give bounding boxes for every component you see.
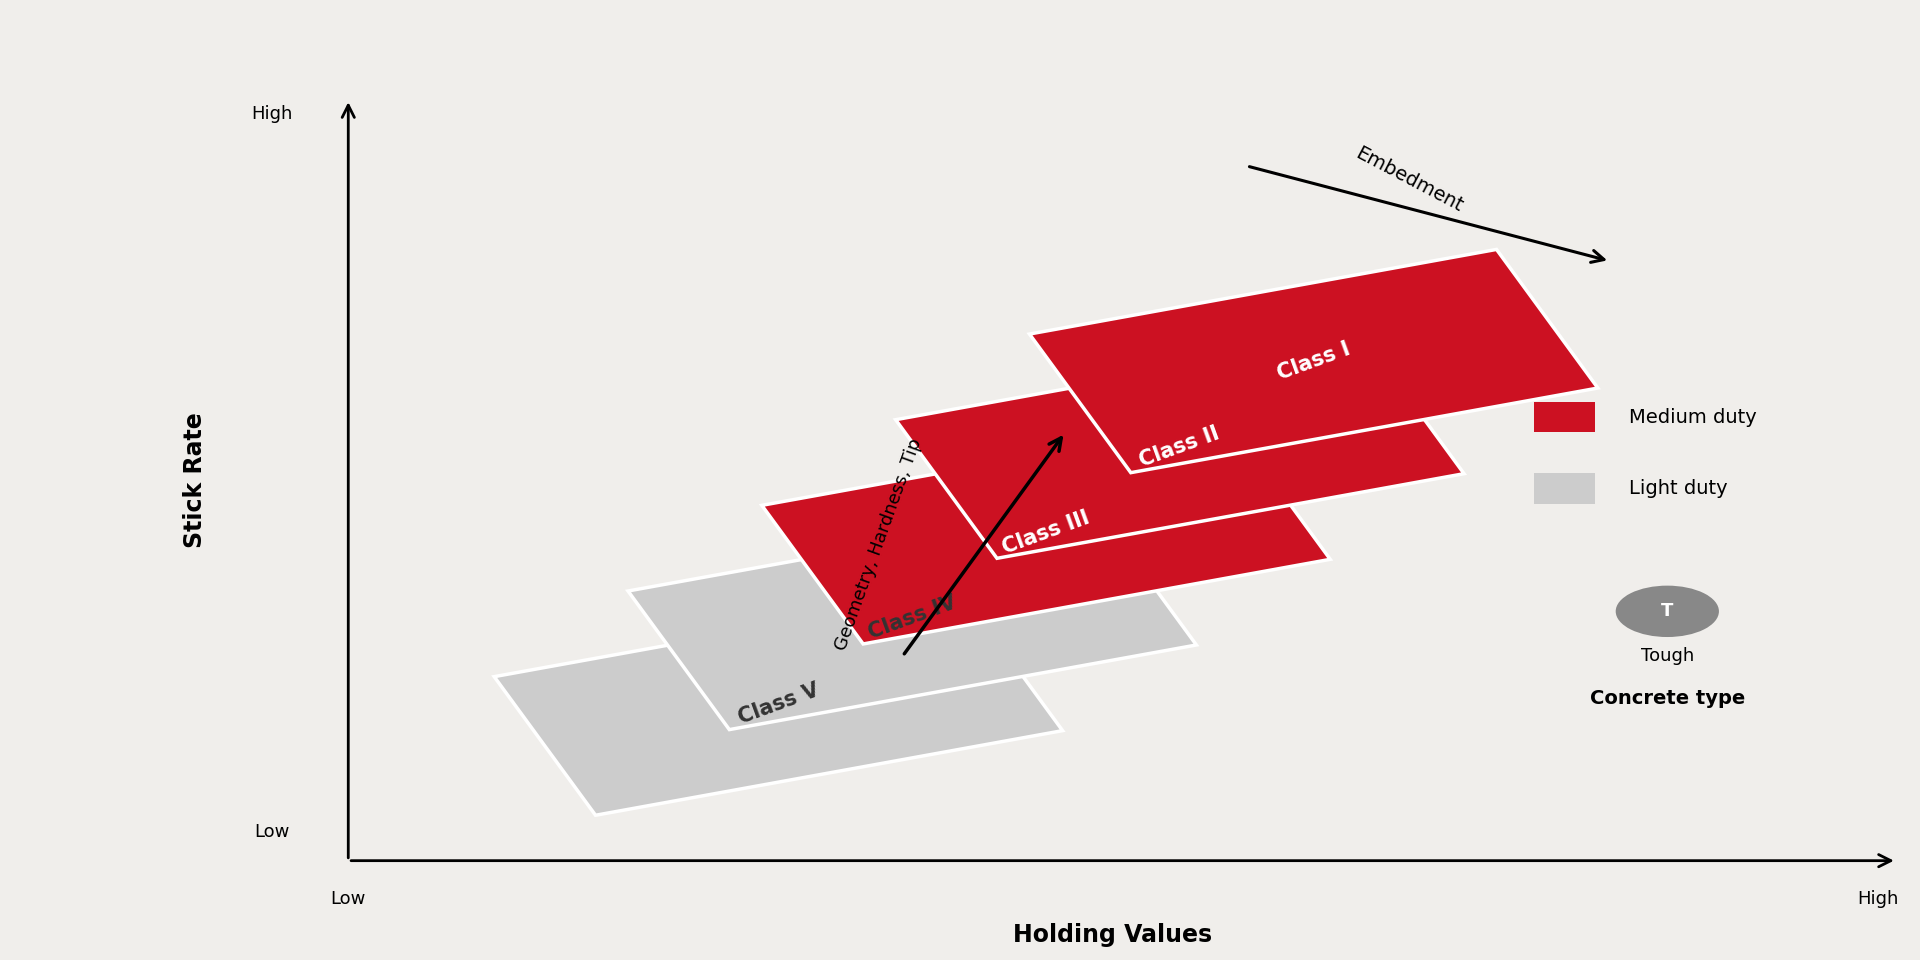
Text: Medium duty: Medium duty	[1628, 408, 1757, 426]
Text: Stick Rate: Stick Rate	[182, 412, 207, 548]
Polygon shape	[493, 592, 1062, 815]
Text: Light duty: Light duty	[1628, 479, 1728, 498]
Text: Tough: Tough	[1642, 647, 1693, 665]
Text: Class III: Class III	[1000, 507, 1092, 558]
Text: T: T	[1661, 602, 1674, 620]
Circle shape	[1617, 586, 1718, 637]
Bar	[1534, 402, 1596, 432]
Text: High: High	[1857, 890, 1899, 908]
Text: Class II: Class II	[1137, 423, 1223, 470]
Polygon shape	[1029, 250, 1597, 472]
Polygon shape	[762, 420, 1331, 644]
Text: Class V: Class V	[735, 680, 822, 728]
Text: Class I: Class I	[1275, 339, 1354, 383]
Polygon shape	[628, 506, 1196, 730]
Text: Geometry, Hardness, Tip: Geometry, Hardness, Tip	[831, 436, 925, 653]
Bar	[1534, 473, 1596, 504]
Polygon shape	[895, 335, 1465, 559]
Text: High: High	[252, 105, 292, 123]
Text: Low: Low	[253, 823, 290, 841]
Text: Concrete type: Concrete type	[1590, 689, 1745, 708]
Text: Class IV: Class IV	[866, 592, 958, 643]
Text: Embedment: Embedment	[1352, 144, 1467, 216]
Text: Holding Values: Holding Values	[1014, 923, 1213, 947]
Text: Low: Low	[330, 890, 367, 908]
